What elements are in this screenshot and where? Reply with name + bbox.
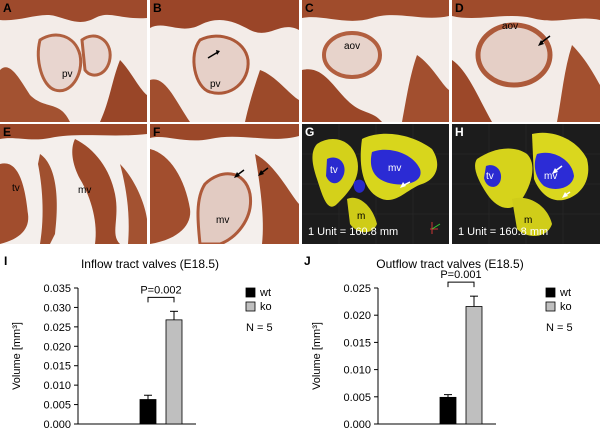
panel-letter: G	[305, 125, 315, 139]
panel-letter: A	[3, 1, 12, 15]
legend-label-ko: ko	[260, 301, 272, 313]
significance-bracket	[447, 281, 475, 288]
panel-letter: F	[153, 125, 161, 139]
bar-ko	[165, 319, 183, 425]
mv-label: mv	[78, 185, 92, 196]
chart-letter: I	[4, 254, 8, 268]
m-label: m	[357, 211, 366, 222]
chart-svg: Outflow tract valves (E18.5) 0.000 0.005 0.…	[311, 257, 573, 431]
panel-letter: H	[455, 125, 464, 139]
legend-label-wt: wt	[559, 287, 571, 299]
pv-label: pv	[210, 79, 221, 90]
panel-d-image	[452, 0, 600, 122]
panel-h: H tv mv m 1 Unit = 160.8 mm	[452, 124, 600, 244]
chart-title: Outflow tract valves (E18.5)	[376, 257, 523, 271]
n-label: N = 5	[246, 322, 273, 334]
y-tick-label: 0.020	[43, 341, 71, 353]
y-tick-label: 0.000	[43, 419, 71, 431]
significance-bracket	[147, 296, 175, 303]
p-value-label: P=0.001	[440, 269, 481, 281]
legend-swatch-wt	[245, 287, 256, 298]
y-axis-label: Volume [mm³]	[11, 322, 23, 390]
panel-c-image	[302, 0, 449, 122]
mv-label: mv	[544, 171, 558, 182]
chart-inflow: I Inflow tract valves (E18.5) 0.000 0.005 0…	[0, 250, 300, 432]
panel-b-image	[150, 0, 299, 122]
legend-swatch-ko	[545, 301, 556, 312]
y-axis-label: Volume [mm³]	[311, 322, 323, 390]
y-tick-label: 0.030	[43, 302, 71, 314]
tv-label: tv	[12, 183, 20, 194]
chart-title: Inflow tract valves (E18.5)	[81, 257, 219, 271]
scale-note: 1 Unit = 160.8 mm	[308, 226, 399, 238]
panel-g: G tv mv m 1 Unit = 160.8 mm	[302, 124, 449, 244]
aov-label: aov	[502, 21, 519, 32]
legend-swatch-ko	[245, 301, 256, 312]
pv-label: pv	[62, 69, 73, 80]
panel-f: F mv	[150, 124, 299, 244]
mv-label: mv	[388, 163, 402, 174]
y-tick-label: 0.020	[343, 310, 371, 322]
panel-b: B pv	[150, 0, 299, 122]
y-tick-label: 0.035	[43, 283, 71, 295]
m-label: m	[524, 215, 533, 226]
y-tick-label: 0.015	[343, 337, 371, 349]
panel-e-image	[0, 124, 147, 244]
panel-e: E tv mv	[0, 124, 147, 244]
mv-label: mv	[216, 215, 230, 226]
panel-a-image	[0, 0, 147, 122]
y-tick-label: 0.010	[343, 365, 371, 377]
panel-h-image	[452, 124, 600, 244]
y-tick-label: 0.000	[343, 419, 371, 431]
chart-letter: J	[304, 254, 311, 268]
y-tick-label: 0.010	[43, 380, 71, 392]
panel-f-image	[150, 124, 299, 244]
panel-letter: D	[455, 1, 464, 15]
y-tick-label: 0.025	[43, 322, 71, 334]
tv-label: tv	[486, 171, 494, 182]
y-tick-label: 0.005	[43, 400, 71, 412]
y-tick-label: 0.005	[343, 392, 371, 404]
panel-d: D aov	[452, 0, 600, 122]
panel-c: C aov	[302, 0, 449, 122]
panel-g-image	[302, 124, 449, 244]
legend-swatch-wt	[545, 287, 556, 298]
aov-label: aov	[344, 41, 361, 52]
panel-a: A pv	[0, 0, 147, 122]
p-value-label: P=0.002	[140, 284, 181, 296]
chart-outflow: J Outflow tract valves (E18.5) 0.000 0.005…	[300, 250, 600, 432]
y-tick-label: 0.025	[343, 283, 371, 295]
bar-ko	[465, 306, 483, 425]
n-label: N = 5	[546, 322, 573, 334]
legend-label-ko: ko	[560, 301, 572, 313]
panel-letter: B	[153, 1, 162, 15]
bar-wt	[139, 399, 157, 425]
panel-letter: E	[3, 125, 12, 139]
chart-svg: Inflow tract valves (E18.5) 0.000 0.005 0.0…	[11, 257, 273, 431]
legend-label-wt: wt	[259, 287, 271, 299]
scale-note: 1 Unit = 160.8 mm	[458, 226, 549, 238]
y-tick-label: 0.015	[43, 361, 71, 373]
panel-letter: C	[305, 1, 314, 15]
tv-label: tv	[330, 165, 338, 176]
bar-wt	[439, 396, 457, 425]
